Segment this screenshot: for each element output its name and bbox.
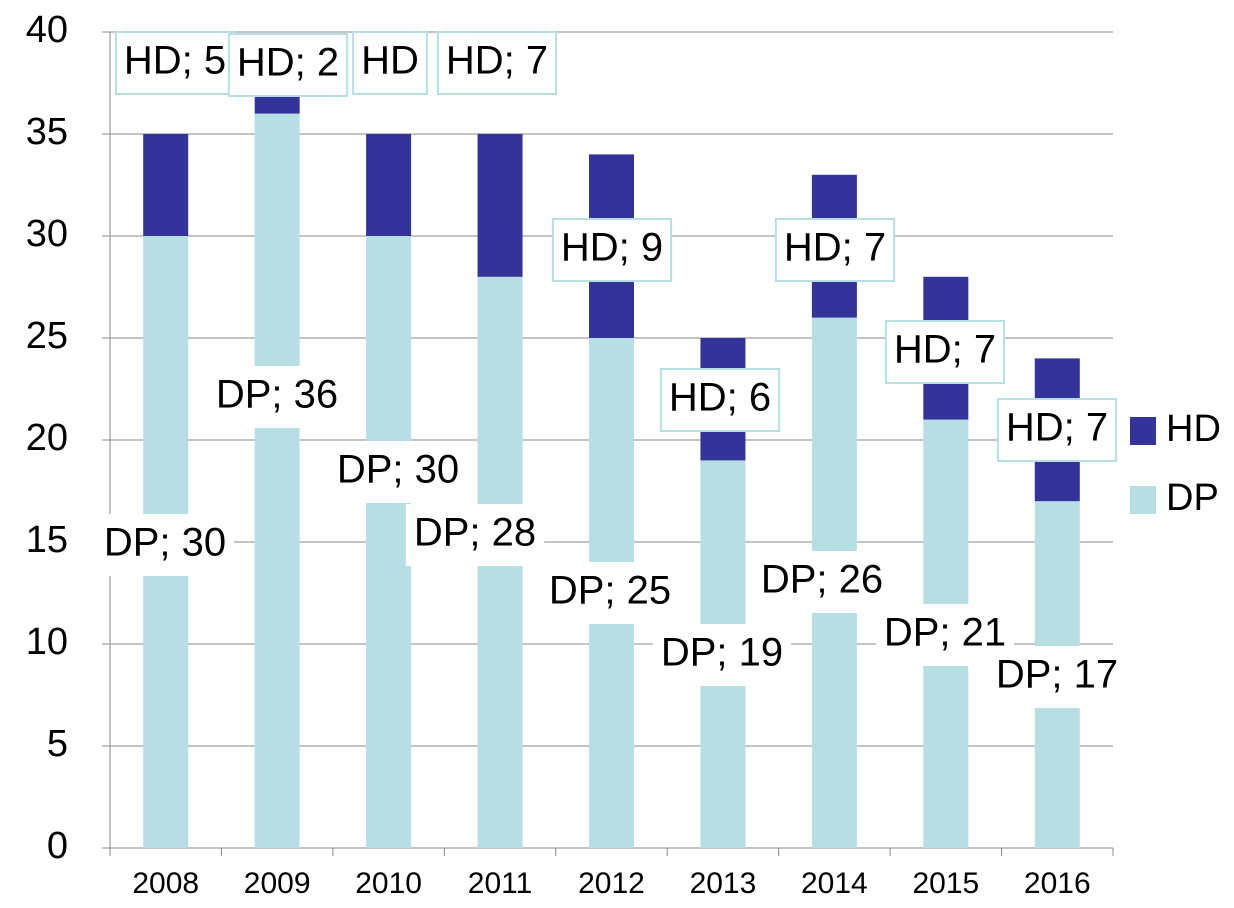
label-box bbox=[405, 504, 545, 566]
data-label: HD; 7 bbox=[894, 328, 996, 372]
label-box bbox=[987, 646, 1127, 708]
data-label: HD; 7 bbox=[1006, 406, 1108, 450]
x-tick-label: 2009 bbox=[244, 867, 311, 900]
data-label: DP; 21 bbox=[884, 611, 1006, 655]
data-label: HD; 7 bbox=[446, 39, 548, 83]
bar-segment bbox=[477, 134, 523, 277]
x-tick-label: 2013 bbox=[690, 867, 757, 900]
x-tick-label: 2010 bbox=[355, 867, 422, 900]
data-label: HD; 9 bbox=[561, 226, 663, 270]
data-label: DP; 26 bbox=[761, 558, 883, 602]
data-label: DP; 25 bbox=[549, 569, 671, 613]
y-tick-label: 35 bbox=[26, 111, 68, 153]
data-label: DP; 30 bbox=[104, 521, 226, 565]
x-tick-label: 2014 bbox=[801, 867, 868, 900]
label-box bbox=[774, 218, 896, 282]
label-box bbox=[436, 31, 558, 95]
label-box bbox=[652, 624, 792, 686]
label-box bbox=[540, 562, 680, 624]
label-box bbox=[752, 551, 892, 613]
label-box bbox=[227, 33, 349, 97]
y-tick-label: 0 bbox=[47, 825, 68, 867]
data-label: HD; 5 bbox=[124, 39, 226, 83]
bar-segment bbox=[254, 113, 300, 849]
x-tick-label: 2012 bbox=[578, 867, 645, 900]
label-box bbox=[95, 514, 235, 576]
y-tick-label: 30 bbox=[26, 213, 68, 255]
data-label: HD bbox=[361, 39, 419, 83]
label-box bbox=[996, 398, 1118, 462]
label-box bbox=[884, 320, 1006, 384]
y-tick-label: 25 bbox=[26, 315, 68, 357]
data-label: DP; 19 bbox=[661, 631, 783, 675]
label-box bbox=[114, 31, 236, 95]
y-tick-label: 10 bbox=[26, 621, 68, 663]
legend-swatch bbox=[1130, 486, 1156, 514]
label-box bbox=[352, 31, 428, 95]
label-box bbox=[659, 368, 781, 432]
y-tick-label: 15 bbox=[26, 519, 68, 561]
data-label: DP; 28 bbox=[414, 511, 536, 555]
label-box bbox=[207, 366, 347, 428]
bar-segment bbox=[366, 134, 412, 236]
y-tick-label: 20 bbox=[26, 417, 68, 459]
label-box bbox=[328, 441, 468, 503]
x-tick-label: 2016 bbox=[1024, 867, 1091, 900]
legend-label: HD bbox=[1166, 408, 1221, 450]
x-tick-label: 2008 bbox=[132, 867, 199, 900]
data-label: DP; 36 bbox=[216, 373, 338, 417]
bar-segment bbox=[366, 236, 412, 848]
data-label: HD; 6 bbox=[669, 376, 771, 420]
x-tick-label: 2011 bbox=[468, 867, 533, 900]
data-label: DP; 30 bbox=[337, 448, 459, 492]
data-label: HD; 7 bbox=[784, 226, 886, 270]
label-box bbox=[551, 218, 673, 282]
y-tick-label: 40 bbox=[26, 9, 68, 51]
legend-label: DP bbox=[1166, 477, 1219, 519]
data-label: DP; 17 bbox=[996, 653, 1118, 697]
data-label: HD; 2 bbox=[237, 41, 339, 85]
bar-segment bbox=[143, 134, 189, 236]
legend-swatch bbox=[1130, 417, 1156, 445]
x-tick-label: 2015 bbox=[912, 867, 979, 900]
y-tick-label: 5 bbox=[47, 723, 68, 765]
